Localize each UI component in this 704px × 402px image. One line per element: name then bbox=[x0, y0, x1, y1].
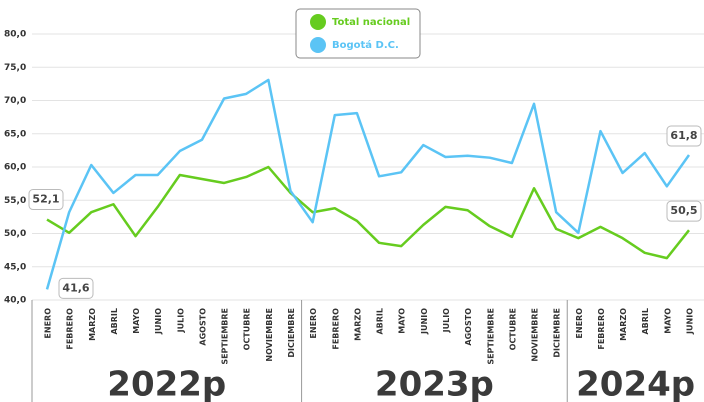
x-tick-label: MARZO bbox=[353, 308, 362, 341]
value-label-box bbox=[28, 189, 64, 211]
x-tick-label: JUNIO bbox=[154, 308, 163, 335]
y-tick-label: 70,0 bbox=[4, 96, 26, 106]
series-line bbox=[45, 78, 691, 290]
x-tick-label: SEPTIEMBRE bbox=[486, 308, 495, 365]
x-tick-label: FEBRERO bbox=[597, 308, 606, 350]
x-tick-label: OCTUBRE bbox=[243, 308, 252, 350]
x-tick-label: DICIEMBRE bbox=[553, 308, 562, 358]
y-tick-label: 75,0 bbox=[4, 63, 26, 73]
x-tick-label: ABRIL bbox=[376, 308, 385, 335]
x-tick-label: SEPTIEMBRE bbox=[221, 308, 230, 365]
legend-label: Total nacional bbox=[332, 17, 410, 28]
x-tick-label: JUNIO bbox=[420, 308, 429, 335]
group-label: 2023p bbox=[375, 365, 494, 402]
x-tick-label: AGOSTO bbox=[198, 308, 207, 346]
y-tick-label: 60,0 bbox=[4, 163, 26, 173]
value-label-box bbox=[666, 200, 702, 222]
y-tick-label: 55,0 bbox=[4, 196, 26, 206]
x-tick-label: JULIO bbox=[442, 308, 451, 334]
x-tick-label: ABRIL bbox=[110, 308, 119, 335]
x-tick-label: ENERO bbox=[575, 308, 584, 339]
x-tick-label: AGOSTO bbox=[464, 308, 473, 346]
x-tick-label: ABRIL bbox=[641, 308, 650, 335]
legend-label: Bogotá D.C. bbox=[332, 39, 399, 51]
value-label: 52,1 bbox=[32, 193, 59, 206]
y-tick-label: 65,0 bbox=[4, 129, 26, 139]
y-tick-label: 80,0 bbox=[4, 30, 26, 40]
x-tick-label: ENERO bbox=[44, 308, 53, 339]
x-tick-label: MARZO bbox=[88, 308, 97, 341]
group-label: 2024p bbox=[576, 365, 695, 402]
y-tick-label: 40,0 bbox=[4, 296, 26, 306]
x-tick-label: ENERO bbox=[309, 308, 318, 339]
group-label: 2022p bbox=[107, 365, 226, 402]
legend-swatch bbox=[310, 37, 326, 53]
x-tick-label: JULIO bbox=[176, 308, 185, 334]
value-label: 41,6 bbox=[62, 281, 89, 294]
x-tick-label: MAYO bbox=[132, 308, 141, 334]
x-tick-label: MARZO bbox=[619, 308, 628, 341]
x-tick-label: JUNIO bbox=[686, 308, 695, 335]
x-tick-label: FEBRERO bbox=[66, 308, 75, 350]
x-tick-label: DICIEMBRE bbox=[287, 308, 296, 358]
series-line bbox=[46, 165, 690, 260]
x-tick-label: NOVIEMBRE bbox=[531, 308, 540, 362]
y-tick-label: 50,0 bbox=[4, 229, 26, 239]
y-tick-label: 45,0 bbox=[4, 262, 26, 272]
x-tick-label: OCTUBRE bbox=[508, 308, 517, 350]
value-label-box bbox=[666, 125, 702, 147]
value-label-box bbox=[58, 277, 94, 299]
x-tick-label: MAYO bbox=[663, 308, 672, 334]
value-label: 61,8 bbox=[670, 129, 697, 142]
legend: Total nacional Bogotá D.C. bbox=[295, 8, 421, 59]
value-label: 50,5 bbox=[670, 204, 697, 217]
x-tick-label: FEBRERO bbox=[331, 308, 340, 350]
legend-box bbox=[295, 8, 421, 59]
x-tick-label: NOVIEMBRE bbox=[265, 308, 274, 362]
x-tick-label: MAYO bbox=[398, 308, 407, 334]
legend-swatch bbox=[310, 14, 326, 30]
